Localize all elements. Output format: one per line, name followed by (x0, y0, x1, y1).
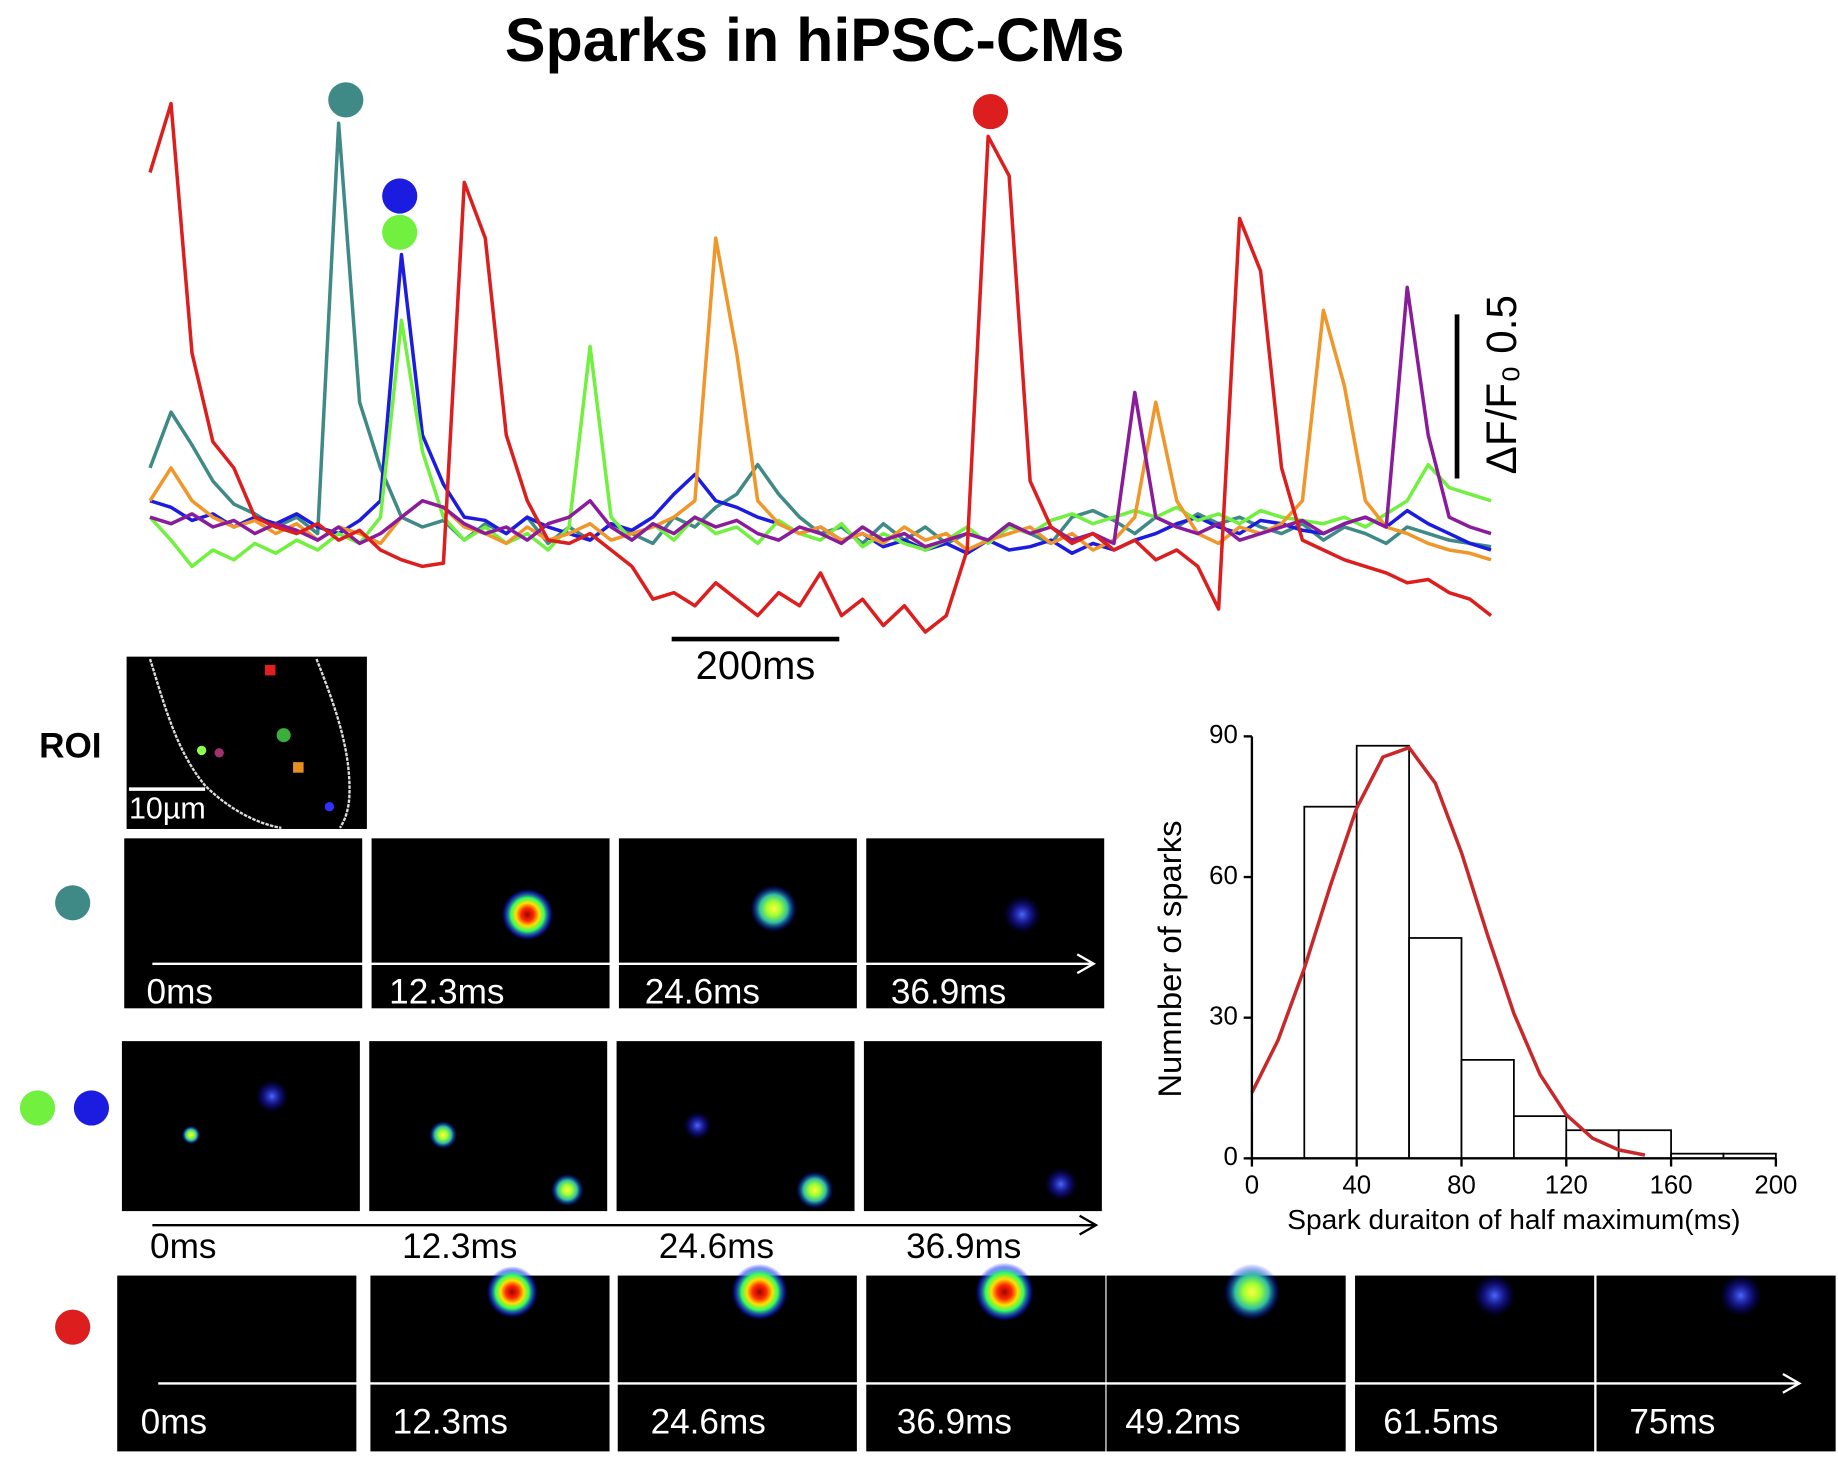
spark-blob (750, 885, 798, 933)
roi-label: ROI (39, 726, 102, 765)
series-marker (73, 1090, 110, 1126)
image-panel (124, 838, 363, 1009)
roi-scale-label: 10µm (129, 791, 206, 825)
image-panel (866, 838, 1105, 1009)
x-tick-label: 160 (1650, 1171, 1693, 1199)
time-label: 36.9ms (891, 973, 1006, 1012)
histogram-bar (1303, 805, 1358, 1160)
time-arrow-head (1076, 953, 1097, 975)
x-tick-label: 80 (1447, 1171, 1476, 1199)
time-label: 61.5ms (1383, 1403, 1498, 1442)
figure-title: Sparks in hiPSC-CMs (505, 6, 1125, 74)
time-label: 36.9ms (897, 1403, 1012, 1442)
image-panel (117, 1275, 357, 1452)
spark-blob (1473, 1274, 1516, 1317)
time-label: 12.3ms (393, 1403, 508, 1442)
time-arrow-head (1079, 1214, 1099, 1236)
x-axis-label: Spark duraiton of half maximum(ms) (1287, 1204, 1740, 1235)
y-tick-label: 0 (1223, 1143, 1237, 1171)
spark-blob (429, 1120, 458, 1149)
y-tick-label: 90 (1209, 721, 1238, 749)
histogram-bar (1408, 937, 1463, 1160)
spark-blob (1003, 895, 1041, 934)
series-marker (328, 82, 364, 118)
time-label: 75ms (1629, 1403, 1715, 1442)
trace-line (148, 121, 1492, 549)
series-marker (382, 214, 418, 250)
y-axis-label: Numnber of sparks (1151, 820, 1188, 1097)
spark-blob (486, 1266, 539, 1318)
time-label: 12.3ms (402, 1227, 517, 1266)
image-panel (1106, 1275, 1346, 1452)
x-tick-label: 200 (1754, 1171, 1797, 1199)
spark-blob (255, 1079, 289, 1113)
time-label: 12.3ms (389, 973, 504, 1012)
spark-blob (975, 1262, 1034, 1322)
spark-blob (550, 1173, 584, 1207)
y-scale-label: ΔF/F₀ 0.5 (1478, 295, 1525, 474)
y-tick-label: 30 (1209, 1003, 1238, 1031)
time-label: 24.6ms (651, 1403, 766, 1442)
image-panel (121, 1041, 360, 1212)
series-marker (972, 93, 1009, 130)
image-panel (618, 838, 857, 1009)
image-panel (1596, 1275, 1836, 1452)
y-tick-label: 60 (1209, 862, 1238, 890)
spark-blob (1719, 1274, 1762, 1317)
trace-line (148, 101, 1493, 634)
time-label: 36.9ms (906, 1227, 1021, 1266)
trace-line (149, 285, 1492, 549)
spark-blob (181, 1125, 201, 1145)
time-label: 24.6ms (659, 1227, 774, 1266)
image-panel (371, 838, 610, 1009)
fit-curve (1250, 745, 1646, 1157)
x-tick-label: 40 (1342, 1171, 1371, 1199)
histogram-bar (1355, 744, 1410, 1160)
time-arrow-head (1782, 1373, 1802, 1394)
series-marker (55, 885, 91, 921)
image-panel (1355, 1275, 1595, 1452)
x-tick-label: 120 (1545, 1171, 1588, 1199)
series-marker (19, 1090, 56, 1126)
histogram-bar (1460, 1059, 1515, 1160)
spark-blob (1044, 1167, 1078, 1201)
spark-blob (795, 1171, 834, 1209)
time-label: 49.2ms (1125, 1403, 1240, 1442)
time-label: 0ms (147, 973, 213, 1012)
spark-blob (731, 1263, 788, 1321)
time-label: 24.6ms (645, 973, 760, 1012)
x-scale-label: 200ms (696, 644, 816, 688)
x-tick-label: 0 (1245, 1171, 1259, 1199)
trace-line (148, 318, 1492, 569)
time-label: 0ms (150, 1227, 216, 1266)
roi-image: 10µm (126, 656, 367, 829)
series-marker (382, 178, 418, 214)
series-marker (55, 1309, 91, 1345)
histogram-bar (1513, 1115, 1568, 1160)
histogram-bar (1565, 1129, 1620, 1160)
spark-blob (683, 1111, 712, 1140)
spark-blob (501, 888, 554, 941)
time-label: 0ms (141, 1403, 207, 1442)
spark-blob (1223, 1263, 1281, 1321)
